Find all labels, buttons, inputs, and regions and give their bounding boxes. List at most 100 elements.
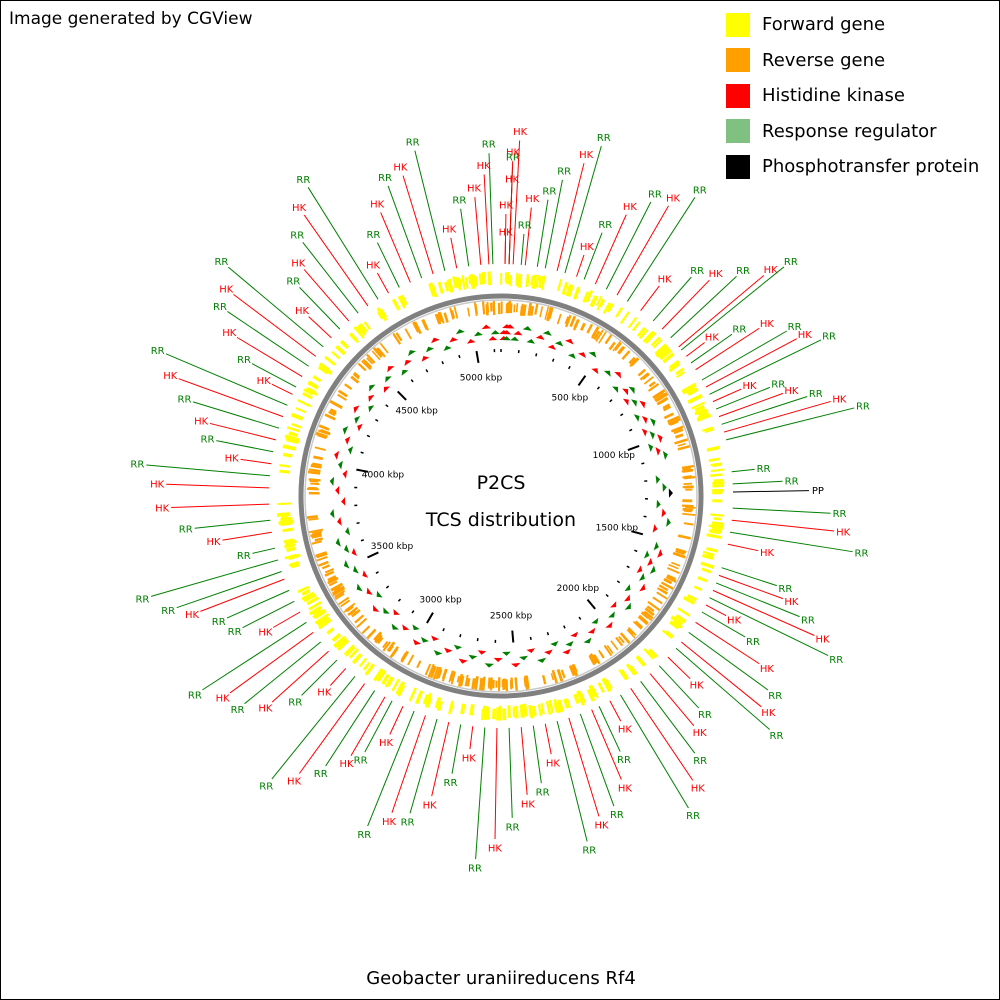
reverse-gene-mark bbox=[638, 614, 649, 625]
tcs-arrow-mark bbox=[657, 434, 663, 443]
backbone-layer bbox=[298, 293, 704, 699]
tcs-arrow-mark bbox=[603, 370, 611, 377]
tcs-arrow-mark bbox=[649, 418, 656, 427]
reverse-gene-mark bbox=[432, 666, 440, 680]
reverse-gene-mark bbox=[391, 647, 399, 657]
tick-layer: 500 kbp 1000 kbp 1500 kbp 2000 kbp 2500 kbp 3… bbox=[354, 349, 648, 643]
tcs-leader-line bbox=[712, 589, 815, 636]
tcs-leader-line bbox=[616, 205, 669, 296]
forward-gene-mark bbox=[596, 298, 605, 311]
reverse-gene-mark bbox=[351, 609, 361, 618]
backbone-ring bbox=[298, 293, 704, 699]
tcs-leader-line bbox=[202, 621, 307, 691]
tcs-arrow-mark bbox=[519, 655, 529, 661]
tcs-leader-line bbox=[171, 503, 270, 509]
response-regulator-label: RR bbox=[698, 710, 712, 721]
forward-gene-mark bbox=[469, 703, 475, 716]
histidine-kinase-label: HK bbox=[317, 688, 332, 699]
reverse-gene-mark bbox=[646, 605, 655, 613]
reverse-gene-mark bbox=[340, 599, 351, 608]
forward-gene-mark bbox=[464, 277, 469, 289]
scale-tick bbox=[626, 565, 630, 569]
tcs-arrow-mark bbox=[368, 405, 375, 413]
response-regulator-label: RR bbox=[135, 594, 149, 605]
circular-genome-plot: 500 kbp 1000 kbp 1500 kbp 2000 kbp 2500 kbp 3… bbox=[130, 127, 870, 875]
reverse-gene-mark bbox=[608, 341, 616, 351]
tcs-arrow-mark bbox=[591, 368, 599, 375]
forward-gene-mark bbox=[303, 593, 317, 603]
response-regulator-label: RR bbox=[214, 257, 228, 268]
tcs-leader-line bbox=[504, 214, 507, 265]
reverse-gene-mark bbox=[371, 350, 381, 361]
forward-gene-mark bbox=[301, 591, 315, 601]
tcs-leader-line bbox=[544, 179, 563, 269]
tcs-leader-line bbox=[678, 275, 765, 348]
tcs-arrow-mark bbox=[565, 338, 574, 345]
scale-tick bbox=[616, 580, 621, 584]
reverse-gene-mark bbox=[628, 356, 636, 365]
reverse-gene-mark bbox=[471, 678, 476, 690]
scale-tick bbox=[605, 593, 609, 598]
response-regulator-label: RR bbox=[178, 395, 192, 406]
forward-gene-mark bbox=[306, 596, 320, 606]
tcs-arrow-mark bbox=[425, 346, 435, 353]
forward-gene-mark bbox=[696, 408, 708, 415]
reverse-gene-mark bbox=[314, 446, 326, 451]
tcs-arrow-mark bbox=[468, 654, 478, 660]
forward-gene-mark bbox=[697, 412, 708, 419]
tcs-arrow-mark bbox=[657, 549, 663, 558]
tcs-leader-line bbox=[544, 723, 552, 755]
scale-tick bbox=[360, 451, 364, 454]
response-regulator-label: RR bbox=[856, 401, 870, 412]
forward-gene-mark bbox=[672, 620, 683, 629]
forward-gene-mark bbox=[514, 705, 519, 717]
tcs-leader-line bbox=[380, 212, 411, 283]
forward-gene-mark bbox=[312, 608, 326, 619]
reverse-gene-mark bbox=[466, 678, 471, 687]
forward-gene-mark bbox=[541, 275, 547, 291]
tcs-leader-line bbox=[298, 683, 366, 774]
forward-gene-mark bbox=[358, 322, 368, 333]
response-regulator-label: RR bbox=[357, 830, 371, 841]
histidine-kinase-label: HK bbox=[579, 150, 594, 161]
forward-gene-mark bbox=[301, 589, 311, 596]
tcs-leader-line bbox=[389, 706, 404, 735]
histidine-kinase-label: HK bbox=[225, 454, 240, 465]
reverse-gene-mark bbox=[675, 550, 685, 556]
tcs-arrow-mark bbox=[337, 516, 342, 526]
reverse-gene-mark bbox=[488, 677, 491, 689]
forward-gene-mark bbox=[333, 635, 347, 649]
reverse-gene-mark bbox=[673, 428, 684, 435]
forward-gene-mark bbox=[448, 703, 454, 713]
response-regulator-label: RR bbox=[778, 584, 792, 595]
tcs-leader-line bbox=[556, 720, 588, 842]
forward-gene-mark bbox=[376, 311, 384, 320]
tcs-arrow-mark bbox=[537, 657, 547, 663]
tcs-arrow-mark bbox=[661, 508, 667, 518]
scale-tick bbox=[627, 444, 640, 451]
tcs-leader-line bbox=[630, 688, 694, 781]
histidine-kinase-label: HK bbox=[488, 843, 503, 854]
scale-tick-label: 4000 kbp bbox=[362, 471, 405, 481]
forward-gene-mark bbox=[565, 698, 571, 709]
forward-gene-mark bbox=[708, 524, 724, 529]
reverse-gene-mark bbox=[515, 303, 519, 313]
tcs-arrow-mark bbox=[641, 415, 648, 424]
reverse-gene-mark bbox=[400, 651, 408, 661]
forward-gene-mark bbox=[535, 274, 540, 288]
response-regulator-label: RR bbox=[290, 231, 304, 242]
tcs-leader-line bbox=[688, 631, 769, 691]
forward-gene-mark bbox=[288, 560, 300, 567]
reverse-gene-mark bbox=[527, 302, 533, 316]
forward-gene-mark bbox=[652, 338, 663, 349]
forward-gene-mark bbox=[336, 639, 350, 652]
forward-gene-mark bbox=[512, 707, 516, 718]
reverse-gene-mark bbox=[318, 424, 330, 431]
histidine-kinase-label: HK bbox=[764, 265, 779, 276]
reverse-gene-mark bbox=[551, 669, 558, 684]
tcs-arrow-mark bbox=[383, 607, 390, 614]
tcs-leader-line bbox=[166, 483, 270, 489]
reverse-gene-mark bbox=[618, 635, 625, 644]
reverse-gene-mark bbox=[361, 625, 371, 635]
reverse-gene-mark bbox=[443, 312, 449, 323]
